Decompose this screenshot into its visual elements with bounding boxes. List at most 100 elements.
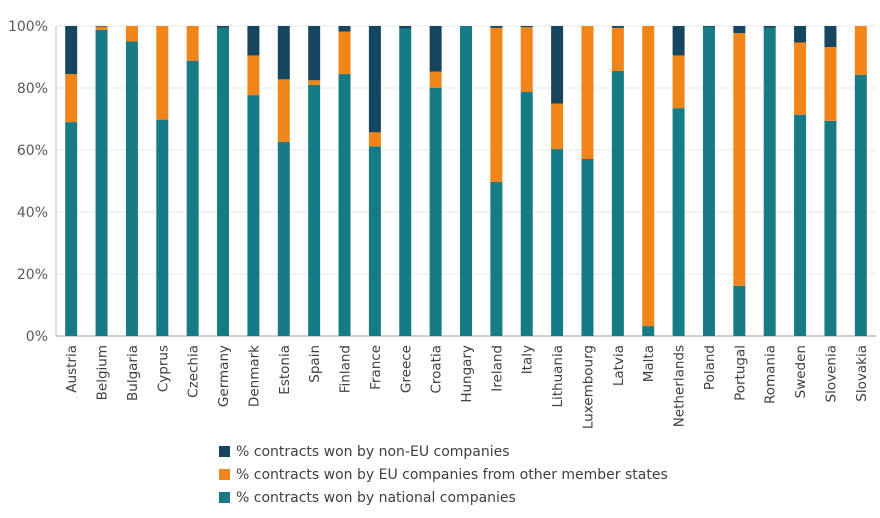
bar-segment-other-eu [368,132,381,147]
legend-label: % contracts won by non-EU companies [236,443,510,460]
legend-swatch-national [219,492,230,503]
bar-segment-national [520,92,533,336]
bar-segment-national [581,158,594,336]
bar-segment-other-eu [672,55,685,109]
bar-segment-other-eu [854,26,867,75]
bar-segment-other-eu [611,27,624,71]
bar-segment-non-eu [611,26,624,28]
bar-segment-national [95,29,108,336]
x-tick-label: Portugal [732,345,748,401]
legend-item-national: % contracts won by national companies [219,486,668,509]
legend: % contracts won by non-EU companies % co… [219,440,668,509]
bar-segment-non-eu [399,26,412,29]
bar-segment-national [763,27,776,337]
bar-segment-other-eu [95,26,108,30]
bar-segment-non-eu [65,26,78,75]
bar-segment-national [65,122,78,336]
bar-segment-other-eu [794,42,807,115]
x-tick-label: Lithuania [550,345,566,408]
legend-label: % contracts won by EU companies from oth… [236,466,668,483]
legend-swatch-non-eu [219,446,230,457]
legend-label: % contracts won by national companies [236,489,516,506]
bar-segment-other-eu [520,27,533,93]
y-tick-label: 60% [17,143,48,159]
bar-segment-national [824,120,837,336]
x-tick-label: Italy [520,345,536,374]
bar-segment-national [611,70,624,336]
y-tick-label: 100% [8,19,48,35]
bar-segment-non-eu [702,26,715,27]
bar-segment-non-eu [520,26,533,28]
bar-segment-non-eu [277,26,290,80]
legend-item-non-eu: % contracts won by non-EU companies [219,440,668,463]
bar-segment-other-eu [247,55,260,96]
bar-segment-non-eu [95,26,108,27]
legend-swatch-other-eu [219,469,230,480]
x-tick-label: Belgium [95,345,111,400]
x-tick-label: Greece [398,345,414,393]
x-tick-label: Poland [702,345,718,390]
bar-segment-other-eu [125,26,138,42]
bar-segment-non-eu [338,26,351,32]
bar-segment-other-eu [156,26,169,120]
x-tick-label: Ireland [489,345,505,392]
y-tick-label: 80% [17,81,48,97]
bar-segment-non-eu [308,26,321,81]
bar-segment-national [672,108,685,337]
bar-segment-national [247,95,260,336]
bar-segment-non-eu [217,26,230,28]
bar-segment-non-eu [733,26,746,34]
bar-segment-national [125,41,138,336]
x-tick-label: Sweden [793,345,809,398]
x-tick-label: Estonia [277,345,293,395]
bar-segment-national [794,114,807,336]
x-tick-label: Cyprus [155,345,171,392]
x-tick-label: Slovakia [854,345,870,402]
bar-segment-other-eu [581,26,594,159]
bar-segment-national [368,146,381,336]
bar-segment-national [338,74,351,337]
x-tick-label: Luxembourg [580,345,596,429]
x-tick-label: Czechia [186,345,202,398]
x-tick-label: France [368,345,384,390]
bar-segment-non-eu [794,26,807,43]
bar-segment-other-eu [642,26,655,327]
x-tick-label: Latvia [611,345,627,386]
bar-segment-non-eu [824,26,837,48]
y-tick-label: 0% [26,329,48,345]
bar-segment-national [277,141,290,336]
x-tick-label: Slovenia [823,345,839,402]
bar-segment-national [702,26,715,337]
y-tick-label: 40% [17,205,48,221]
bar-segment-national [429,87,442,336]
bar-segment-national [156,119,169,337]
x-tick-label: Finland [338,345,354,393]
bar-segment-national [733,285,746,336]
bar-segment-non-eu [763,26,776,28]
bar-segment-non-eu [672,26,685,56]
bar-segment-national [854,74,867,336]
x-tick-label: Romania [763,345,779,404]
bar-segment-national [308,84,321,337]
bar-segment-national [186,60,199,336]
bar-segment-non-eu [429,26,442,72]
bar-segment-national [217,27,230,337]
bar-segment-other-eu [490,27,503,182]
x-tick-label: Hungary [459,345,475,403]
bar-segment-non-eu [551,26,564,104]
bar-segment-other-eu [277,79,290,142]
bar-segment-other-eu [824,47,837,121]
x-tick-label: Germany [216,345,232,407]
x-tick-label: Spain [307,345,323,383]
x-tick-label: Croatia [429,345,445,394]
bar-segment-other-eu [338,31,351,75]
x-tick-label: Denmark [246,345,262,407]
bar-segment-other-eu [65,74,78,123]
x-tick-label: Austria [64,345,80,393]
bar-segment-national [399,28,412,336]
bar-segment-other-eu [733,33,746,286]
bar-segment-national [551,149,564,336]
bar-segment-national [642,326,655,336]
x-tick-label: Malta [641,345,657,382]
bar-segment-other-eu [551,103,564,150]
